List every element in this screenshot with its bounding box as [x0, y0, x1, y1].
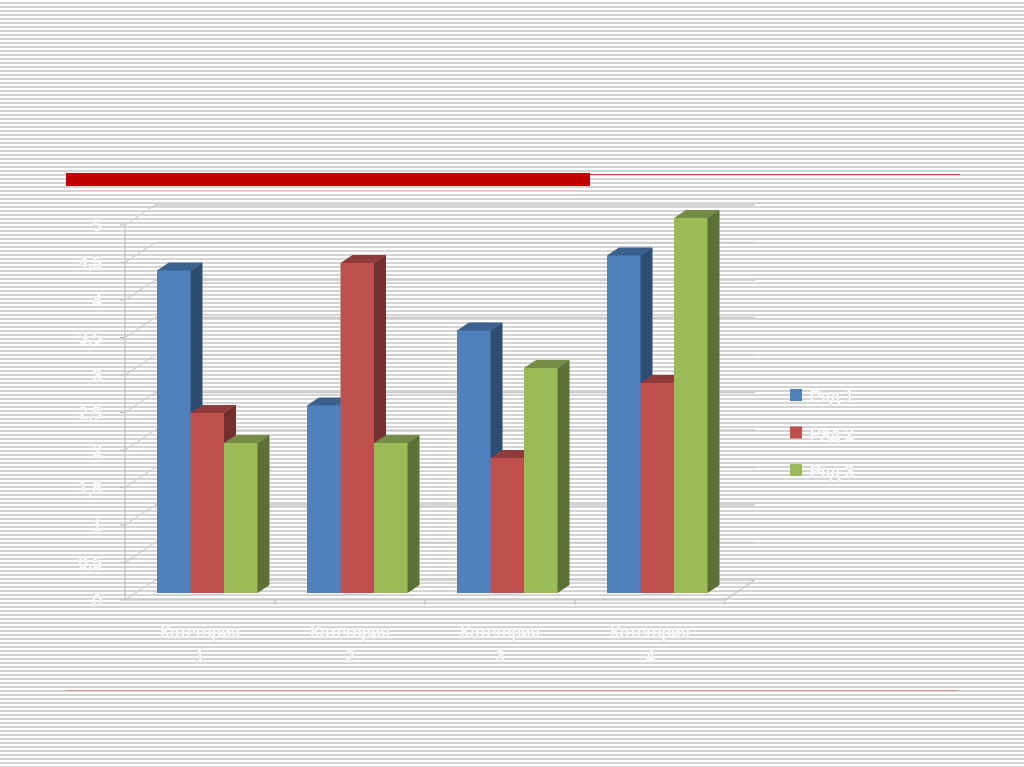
bar-side [707, 210, 720, 593]
y-tick-label: 0,5 [78, 554, 102, 573]
bar-2-4 [640, 383, 674, 593]
bar-top [524, 360, 570, 368]
gridline-side [124, 429, 156, 451]
bar-top [674, 210, 720, 218]
gridline-side [124, 392, 156, 413]
bar-3-3 [524, 368, 558, 593]
gridline-side [124, 279, 156, 301]
y-tick-label: 2 [93, 441, 102, 460]
legend-label: Ряд 3 [810, 462, 854, 481]
bar-top [190, 405, 236, 413]
legend-label: Ряд 2 [810, 425, 854, 444]
bar-1-2 [307, 405, 341, 593]
y-tick-label: 1,5 [78, 479, 102, 498]
y-tick-label: 3,5 [78, 329, 102, 348]
bar-2-3 [490, 458, 524, 593]
bar-3-4 [674, 218, 708, 593]
x-tick-label: Категория 3 [460, 623, 539, 666]
bar-top [224, 435, 270, 443]
gridline-side [124, 354, 156, 376]
gridline-side [124, 504, 156, 526]
gridline-side [124, 579, 156, 601]
y-tick-label: 5 [93, 216, 102, 235]
x-tick-label: Категория 2 [310, 623, 389, 666]
y-tick-label: 4 [93, 291, 102, 310]
bar-top [457, 322, 503, 331]
bar-1-1 [157, 270, 191, 593]
bar-2-1 [190, 413, 224, 593]
legend-swatch [790, 464, 802, 476]
floor-edge [724, 579, 756, 601]
x-tick-label: Категория 1 [160, 623, 239, 666]
gridline-side [124, 317, 156, 338]
bar-side [557, 360, 570, 593]
legend-label: Ряд 1 [810, 387, 854, 406]
bar-3-1 [224, 443, 258, 593]
bar-1-4 [607, 255, 641, 593]
bar-side [407, 435, 420, 593]
gridline-side [124, 204, 156, 226]
bar-side [257, 435, 270, 593]
x-tick-label: Категория 4 [610, 623, 689, 666]
legend-swatch [790, 389, 802, 401]
gridline-side [124, 542, 156, 563]
bar-1-3 [457, 330, 491, 593]
bar-top [607, 247, 653, 256]
bar-top [374, 435, 420, 443]
bar-3-2 [374, 443, 408, 593]
title-accent-bar [66, 173, 590, 186]
y-tick-label: 0 [93, 591, 102, 610]
legend-swatch [790, 426, 802, 439]
bar-top [157, 262, 203, 271]
y-tick-label: 4,5 [78, 254, 102, 273]
y-tick-label: 3 [93, 366, 102, 385]
bar-top [340, 255, 386, 263]
y-tick-label: 2,5 [78, 404, 102, 423]
bar-2-2 [340, 263, 374, 593]
y-tick-label: 1 [93, 516, 102, 535]
gridline-side [124, 242, 156, 263]
gridline-side [124, 467, 156, 488]
